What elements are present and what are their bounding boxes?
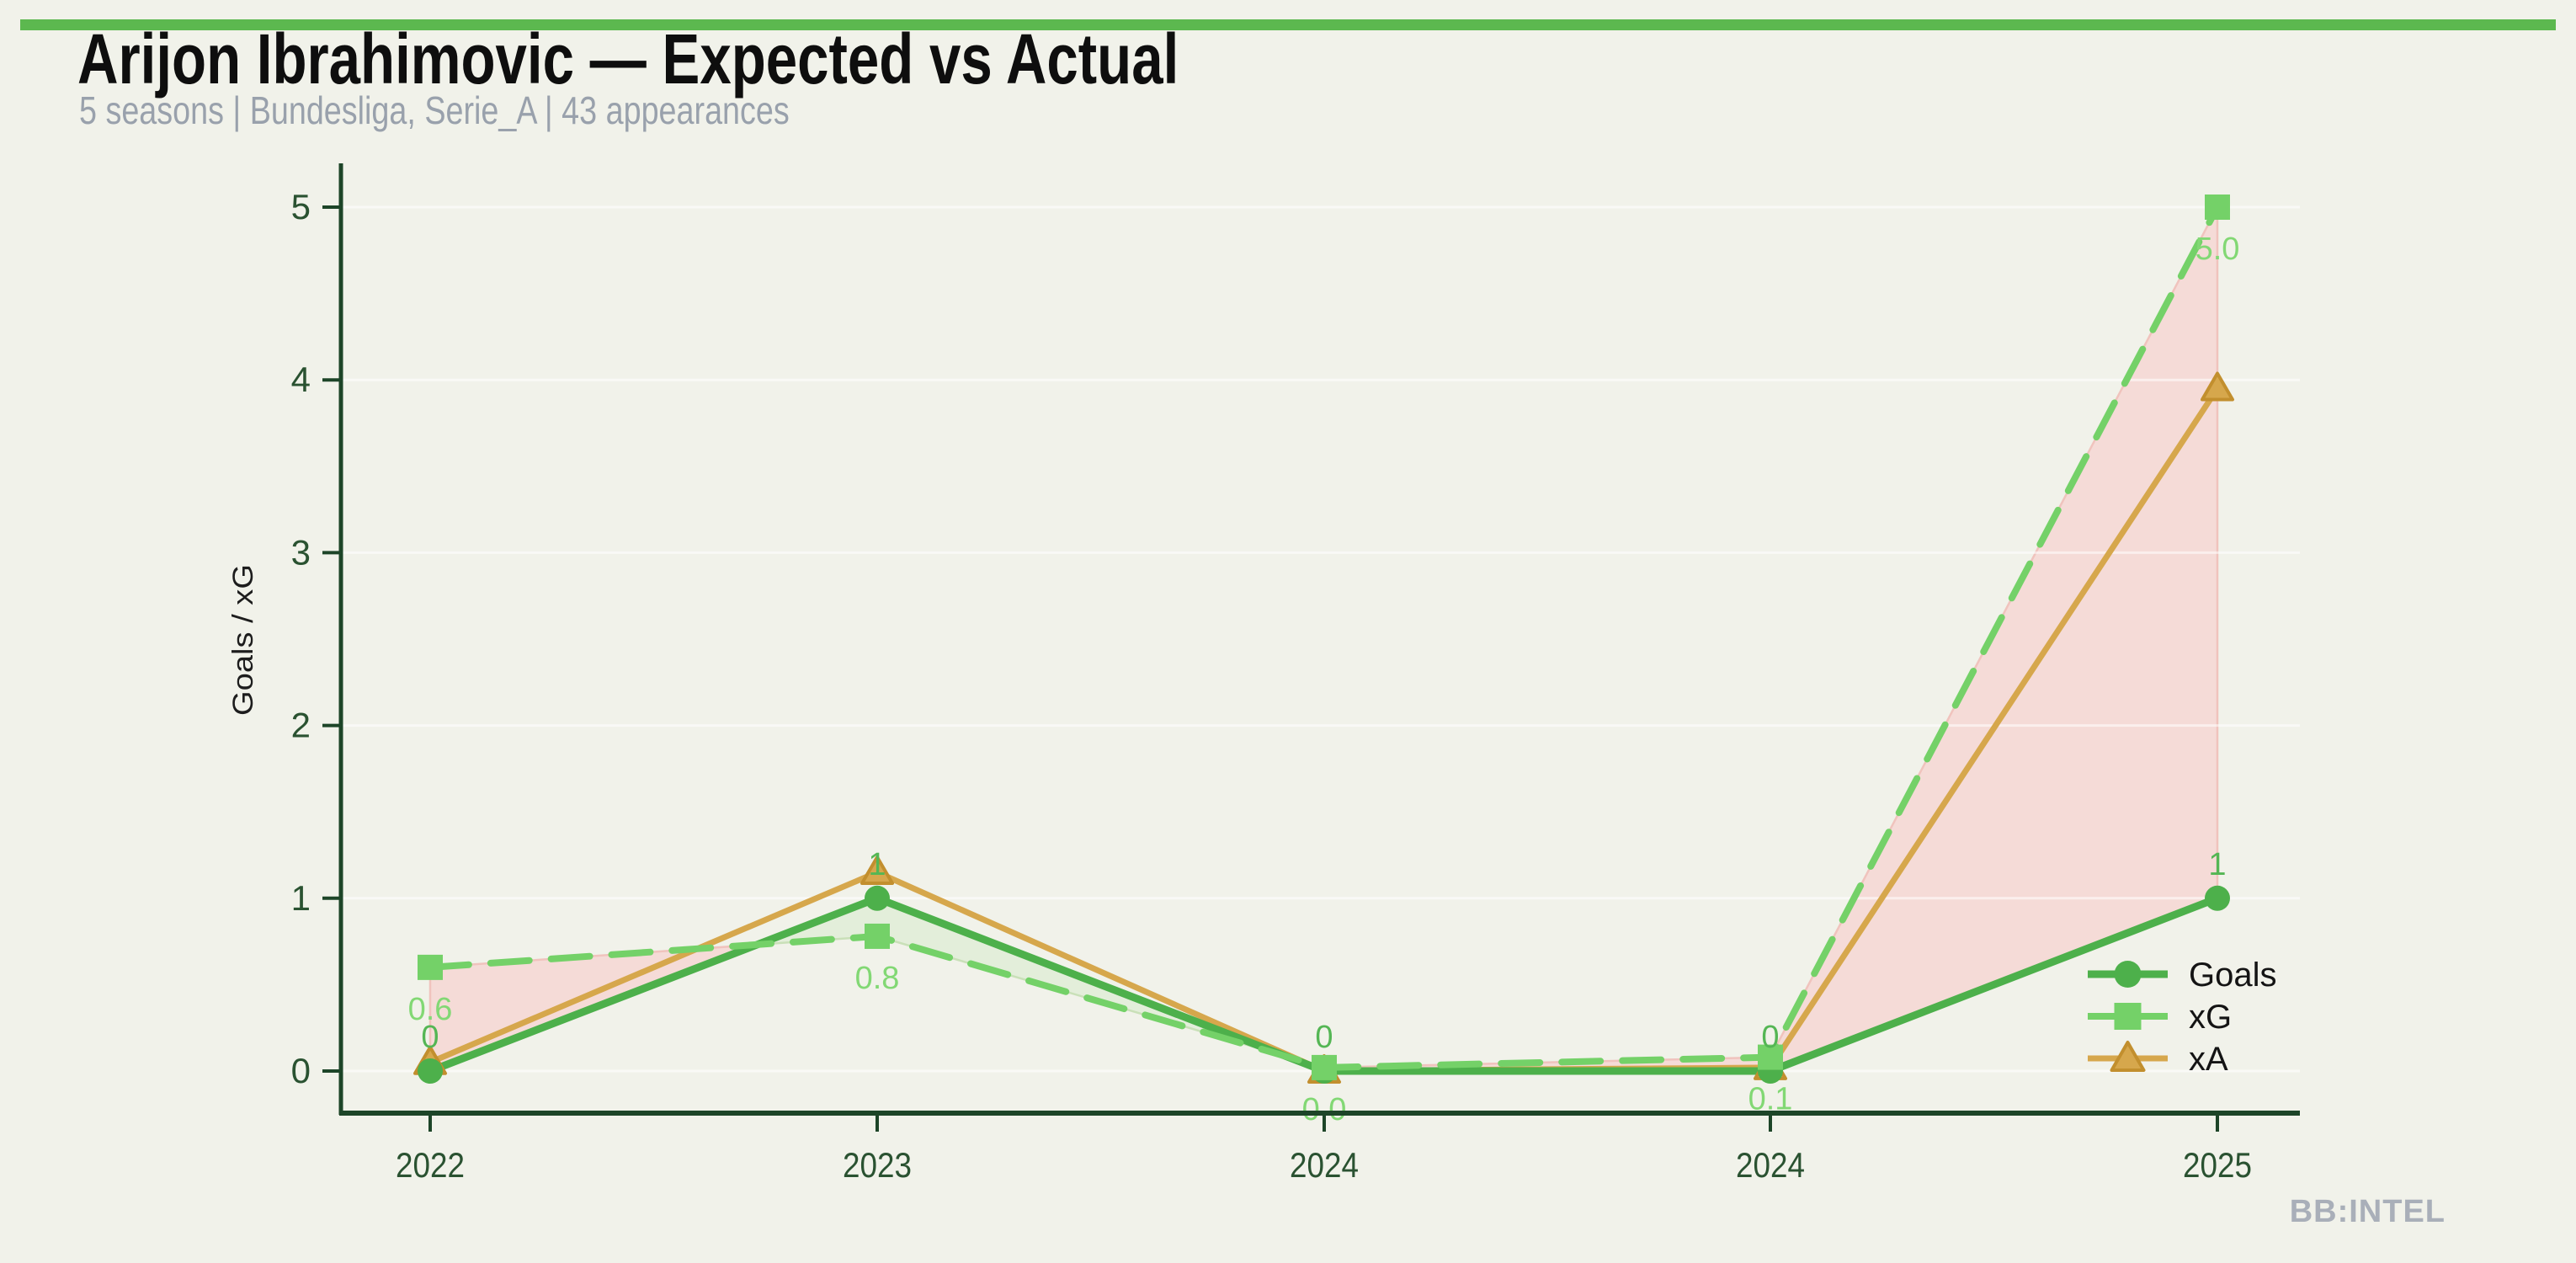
marker-xa-2025 (2201, 371, 2234, 402)
page-title: Arijon Ibrahimovic — Expected vs Actual (77, 19, 1179, 99)
y-tick-label-5: 5 (291, 187, 311, 226)
top-accent-bar (20, 19, 2556, 30)
page-subtitle: 5 seasons | Bundesliga, Serie_A | 43 app… (79, 88, 790, 132)
label-xg-2025: 5.0 (2195, 232, 2240, 267)
label-xg-2023: 0.8 (855, 961, 900, 996)
legend-circle-icon (2114, 961, 2142, 988)
x-tick-label-4: 2025 (2183, 1145, 2252, 1185)
marker-xg-2022 (418, 954, 443, 980)
legend-item-goals: Goals (2088, 957, 2277, 994)
legend-label-goals: Goals (2189, 957, 2277, 994)
marker-goals-2023 (865, 885, 890, 911)
label-goals-2023: 1 (868, 847, 886, 882)
y-tick-label-4: 4 (291, 360, 311, 399)
legend-label-xg: xG (2189, 999, 2232, 1036)
marker-xg-2023 (865, 923, 890, 949)
y-tick-label-0: 0 (291, 1051, 311, 1090)
marker-xg-2024 (1758, 1044, 1783, 1070)
label-xg-2022: 0.6 (408, 992, 453, 1027)
marker-xg-2024 (1312, 1054, 1337, 1080)
x-tick-label-0: 2022 (396, 1145, 465, 1185)
legend-label-xa: xA (2189, 1041, 2228, 1078)
y-axis-title: Goals / xG (227, 564, 259, 716)
y-tick-label-3: 3 (291, 532, 311, 572)
y-tick-label-2: 2 (291, 706, 311, 745)
x-tick-label-1: 2023 (843, 1145, 912, 1185)
label-goals-2025: 1 (2208, 847, 2226, 882)
marker-xa-2023 (860, 855, 894, 886)
legend-square-icon (2114, 1003, 2142, 1030)
legend: Goals xG xA (2088, 957, 2277, 1078)
legend-item-xg: xG (2088, 999, 2232, 1036)
legend-item-xa: xA (2088, 1041, 2228, 1078)
marker-xg-2025 (2205, 195, 2230, 220)
marker-goals-2022 (418, 1058, 443, 1084)
brand-watermark: BB:INTEL (2289, 1194, 2446, 1229)
label-goals-2024: 0 (1761, 1020, 1779, 1055)
x-tick-label-3: 2024 (1736, 1145, 1805, 1185)
legend-triangle-icon (2110, 1041, 2146, 1072)
y-tick-label-1: 1 (291, 878, 311, 918)
label-goals-2022: 0 (421, 1020, 439, 1055)
fill-region-xg-over-goals-2 (1286, 206, 2219, 1073)
label-goals-2024: 0 (1315, 1020, 1333, 1055)
x-tick-label-2: 2024 (1290, 1145, 1359, 1185)
marker-goals-2025 (2205, 885, 2230, 911)
